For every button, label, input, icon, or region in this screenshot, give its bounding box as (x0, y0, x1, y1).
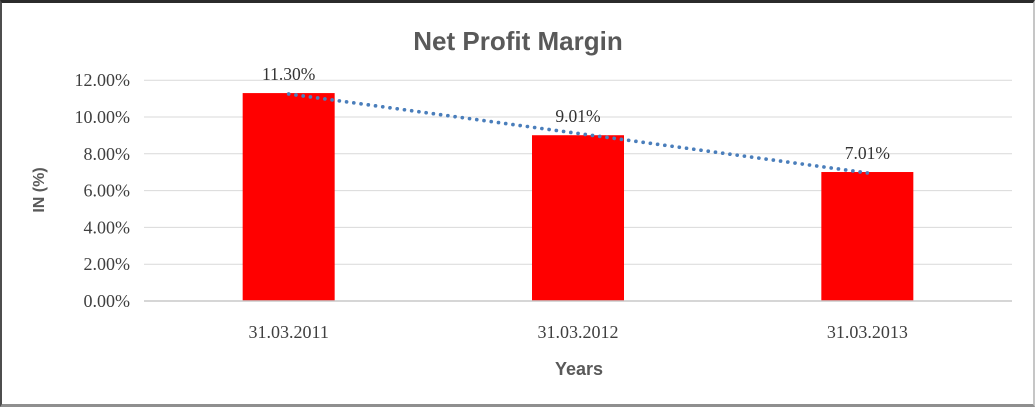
bar-31.03.2012[interactable] (532, 135, 624, 301)
data-labels: 11.30% 9.01% 7.01% (262, 64, 890, 163)
y-tick-label: 6.00% (84, 181, 131, 201)
x-tick-label: 31.03.2013 (827, 322, 908, 342)
bar-31.03.2011[interactable] (242, 93, 335, 301)
x-tick-label: 31.03.2012 (538, 322, 619, 342)
x-axis-title[interactable]: Years (555, 359, 603, 379)
y-tick-label: 10.00% (75, 107, 131, 127)
trendline-dotted[interactable] (286, 92, 870, 175)
bar-series (242, 93, 914, 301)
y-tick-label: 4.00% (84, 217, 131, 237)
y-tick-label: 2.00% (84, 254, 131, 274)
y-tick-label: 8.00% (84, 144, 131, 164)
bar-31.03.2013[interactable] (821, 172, 914, 301)
trendline-group (286, 92, 870, 175)
bar-data-label: 7.01% (845, 143, 890, 163)
x-axis-tick-labels: 31.03.2011 31.03.2012 31.03.2013 (248, 322, 907, 342)
y-tick-label: 0.00% (84, 291, 131, 311)
bar-data-label: 11.30% (262, 64, 315, 84)
y-axis-tick-labels: 0.00% 2.00% 4.00% 6.00% 8.00% 10.00% 12.00% (75, 70, 131, 311)
bar-data-label: 9.01% (555, 106, 600, 126)
x-tick-label: 31.03.2011 (248, 322, 328, 342)
chart-title[interactable]: Net Profit Margin (413, 26, 622, 56)
y-tick-label: 12.00% (75, 70, 131, 90)
net-profit-margin-chart[interactable]: 11.30% 9.01% 7.01% 0.00% 2.00% 4.00% 6.00% 8.0… (2, 3, 1033, 404)
y-axis-title[interactable]: IN (%) (31, 167, 48, 212)
